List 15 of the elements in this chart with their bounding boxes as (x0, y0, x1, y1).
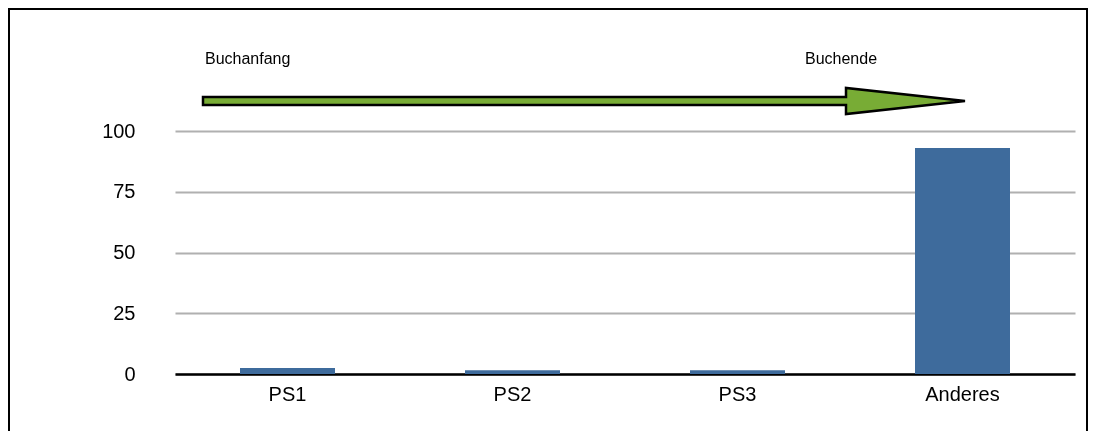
y-tick-label: 0 (124, 362, 136, 385)
y-tick-label: 75 (113, 180, 136, 203)
y-tick-label: 50 (113, 241, 136, 263)
x-tick-label: Anderes (925, 382, 1000, 405)
bar (690, 370, 785, 374)
text: Buchende (805, 50, 878, 68)
y-tick-label: 25 (113, 301, 136, 324)
bar (240, 367, 335, 374)
x-tick-label: PS3 (718, 382, 757, 405)
x-tick-label: PS1 (268, 382, 307, 405)
bar (915, 148, 1010, 374)
text: Buchanfang (205, 50, 291, 68)
x-tick-label: PS2 (493, 382, 532, 405)
bar (465, 370, 560, 374)
y-tick-label: 100 (102, 119, 136, 142)
